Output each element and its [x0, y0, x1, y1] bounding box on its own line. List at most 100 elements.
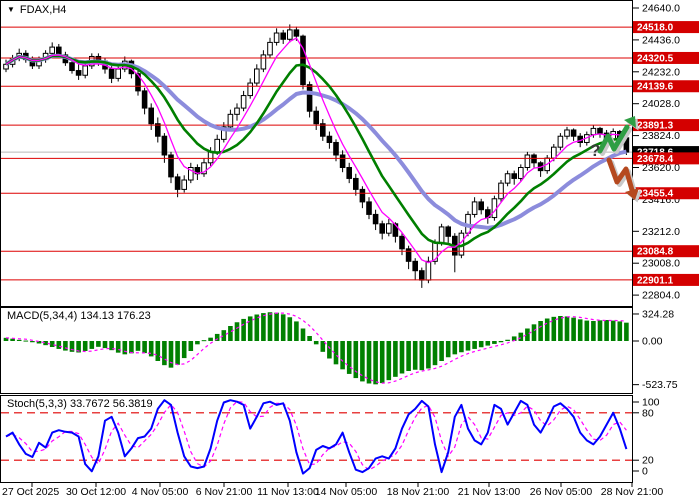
- macd-histogram-bar: [419, 341, 425, 371]
- macd-histogram-bar: [274, 312, 279, 341]
- macd-histogram-bar: [386, 341, 392, 381]
- macd-histogram-bar: [280, 314, 286, 341]
- macd-histogram-bar: [346, 341, 352, 374]
- axis-label: 22901.1: [637, 275, 674, 286]
- macd-histogram-bar: [261, 313, 266, 341]
- candle: [379, 220, 385, 240]
- macd-histogram-bar: [96, 341, 101, 347]
- level-price-label: [633, 51, 699, 64]
- macd-histogram-bar: [511, 336, 517, 341]
- axis-label: 26 Nov 05:00: [530, 486, 593, 498]
- macd-histogram-bar: [373, 341, 378, 385]
- candle: [313, 106, 319, 130]
- stoch-k-line: [5, 399, 628, 475]
- macd-histogram-bar: [584, 320, 590, 341]
- macd-histogram-bar: [135, 341, 141, 351]
- macd-histogram-bar: [69, 341, 75, 352]
- fast-ma-line: [5, 37, 627, 264]
- macd-histogram-bar: [287, 317, 293, 341]
- macd-histogram-bar: [254, 314, 260, 341]
- level-price-label: [633, 119, 699, 132]
- axis-label: 11 Nov 13:00: [257, 486, 319, 498]
- question-mark-label: ?: [590, 141, 600, 160]
- trend-annotation-group: ?: [590, 116, 642, 203]
- macd-axis[interactable]: 324.28 0.00 -523.75: [633, 308, 678, 391]
- macd-histogram-bar: [23, 340, 29, 342]
- candle: [260, 50, 267, 73]
- price-axis[interactable]: 24640.0 24436.0 24232.0 24028.0 23824.0 23620…: [633, 3, 699, 302]
- axis-label: 28 Nov 21:00: [601, 486, 664, 498]
- macd-histogram-bar: [195, 341, 200, 345]
- level-price-label: [633, 245, 699, 258]
- time-axis[interactable]: 27 Oct 2025 30 Oct 12:00 4 Nov 05:00 6 Nov …: [2, 483, 663, 498]
- candle: [181, 175, 187, 193]
- macd-histogram-bar: [379, 341, 385, 384]
- candle: [419, 267, 425, 288]
- candle: [372, 209, 379, 231]
- candle: [452, 233, 458, 273]
- macd-histogram-bar: [571, 317, 576, 341]
- candle: [471, 197, 478, 218]
- macd-histogram-bar: [247, 316, 253, 341]
- macd-histogram-bar: [439, 341, 444, 361]
- macd-histogram-bar: [564, 316, 570, 341]
- macd-panel[interactable]: [3, 312, 629, 385]
- candle: [346, 162, 352, 184]
- axis-label: 324.28: [642, 308, 674, 320]
- macd-histogram-bar: [109, 341, 114, 351]
- axis-label: 24640.0: [642, 3, 680, 15]
- candle: [155, 117, 161, 143]
- macd-histogram-bar: [30, 341, 35, 343]
- macd-histogram-bar: [300, 328, 306, 341]
- axis-label: 23455.4: [637, 189, 674, 200]
- macd-histogram-bar: [241, 318, 246, 341]
- candle: [306, 81, 313, 118]
- level-price-label: [633, 273, 699, 286]
- stoch-panel[interactable]: [1, 399, 632, 475]
- candle: [412, 258, 418, 281]
- candle: [273, 28, 280, 46]
- macd-histogram-bar: [399, 341, 405, 374]
- macd-histogram-bar: [525, 328, 530, 341]
- macd-histogram-bar: [340, 341, 345, 370]
- macd-signal-line: [5, 312, 627, 384]
- macd-histogram-bar: [228, 326, 233, 341]
- candle: [425, 256, 432, 284]
- macd-histogram-bar: [201, 340, 207, 342]
- candle: [511, 170, 517, 185]
- candle: [557, 133, 564, 151]
- candle: [141, 87, 148, 115]
- macd-histogram-bar: [148, 341, 154, 357]
- macd-histogram-bar: [366, 341, 372, 384]
- stoch-indicator-label: Stoch(5,3,3) 33.7672 56.3819: [7, 398, 153, 410]
- macd-histogram-bar: [162, 341, 167, 366]
- axis-label: 80: [642, 407, 654, 419]
- axis-label: 24320.5: [637, 53, 674, 64]
- candle: [254, 64, 260, 87]
- symbol-timeframe-label: FDAX,H4: [19, 4, 67, 16]
- axis-label: 6 Nov 21:00: [196, 486, 253, 498]
- axis-label: 27 Oct 2025: [2, 486, 59, 498]
- macd-histogram-bar: [597, 320, 603, 341]
- macd-histogram-bar: [175, 341, 180, 365]
- macd-histogram-bar: [531, 324, 537, 341]
- macd-histogram-bar: [452, 341, 458, 355]
- candle: [570, 128, 577, 141]
- candle: [518, 164, 524, 182]
- macd-histogram-bar: [538, 321, 543, 341]
- candle: [326, 131, 333, 149]
- candle: [69, 59, 75, 74]
- macd-histogram-bar: [115, 341, 121, 353]
- macd-histogram-bar: [360, 341, 365, 382]
- symbol-selector[interactable]: ▼ FDAX,H4: [7, 4, 66, 16]
- candle: [161, 133, 168, 163]
- candle: [445, 225, 451, 243]
- candle: [300, 34, 306, 90]
- candle: [405, 245, 412, 270]
- axis-label: 0: [642, 466, 648, 478]
- candle: [148, 103, 154, 130]
- macd-histogram-bar: [10, 338, 15, 341]
